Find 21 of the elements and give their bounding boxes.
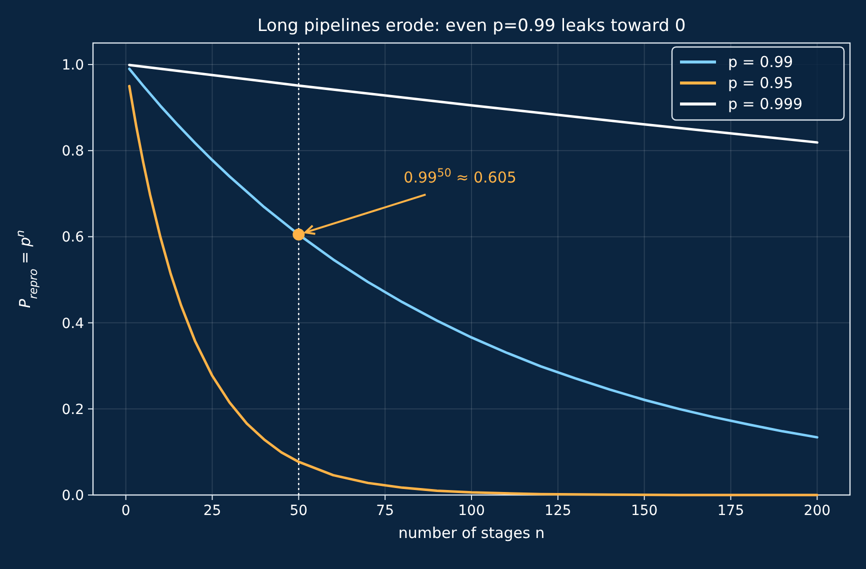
x-tick-label: 0	[121, 503, 130, 519]
x-tick-label: 25	[203, 503, 222, 519]
y-tick-label: 0.4	[62, 316, 84, 332]
annotation: 0.99$^{50}$ ≈ 0.605	[404, 166, 516, 187]
x-tick-label: 75	[376, 503, 394, 519]
x-tick-label: 200	[804, 503, 831, 519]
y-tick-label: 0.0	[62, 488, 84, 504]
x-axis-title: number of stages n	[398, 524, 545, 542]
y-tick-label: 0.8	[62, 144, 84, 160]
x-tick-label: 150	[630, 503, 658, 519]
x-tick-label: 50	[290, 503, 308, 519]
y-tick-label: 1.0	[62, 58, 84, 74]
x-tick-label: 125	[544, 503, 572, 519]
legend-label: p = 0.99	[728, 53, 794, 71]
y-tick-label: 0.2	[62, 402, 84, 418]
legend-label: p = 0.999	[728, 95, 803, 113]
x-tick-label: 100	[458, 503, 485, 519]
legend-label: p = 0.95	[728, 74, 794, 92]
y-tick-label: 0.6	[62, 230, 84, 246]
x-tick-label: 175	[717, 503, 744, 519]
chart-title: Long pipelines erode: even p=0.99 leaks toward 0	[257, 16, 686, 36]
